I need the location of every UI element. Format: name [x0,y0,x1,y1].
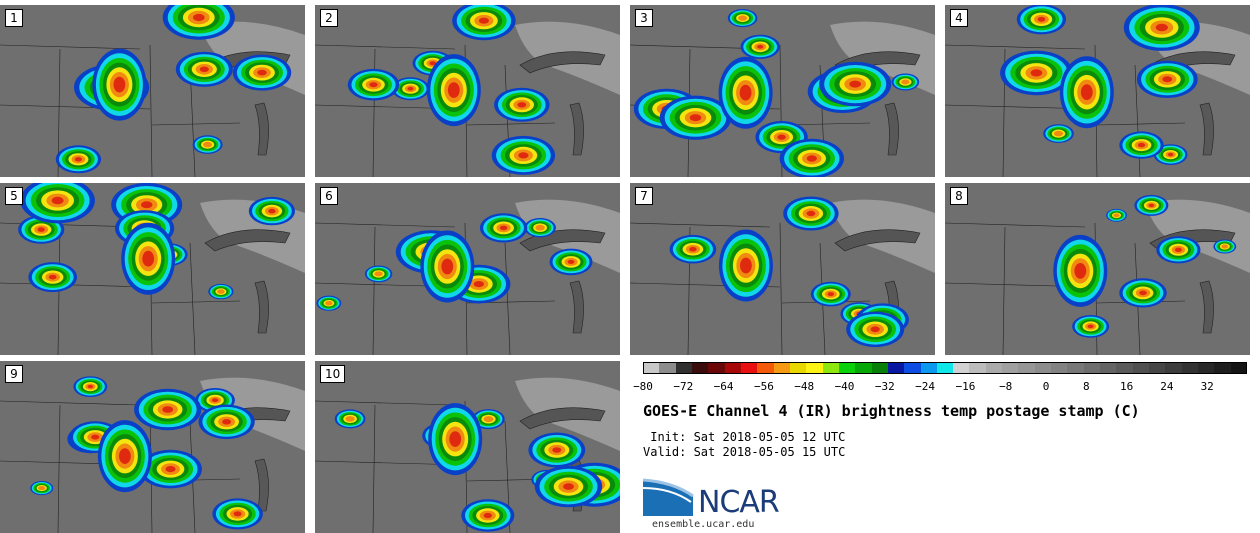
ir-map-icon [315,5,620,177]
colorbar-tick-label: −16 [955,380,976,393]
panel-label-3: 3 [635,9,653,27]
ensemble-panel-3: 3 [630,5,935,177]
colorbar-tick-label: −64 [713,380,734,393]
colorbar-swatch [659,362,677,374]
ensemble-panel-1: 1 [0,5,305,177]
colorbar-tick-label: 0 [1042,380,1050,393]
colorbar-swatch [953,362,970,374]
panel-label-4: 4 [950,9,968,27]
ir-map-icon [0,361,305,533]
colorbar-tick-label: 8 [1082,380,1090,393]
ir-map-icon [315,361,620,533]
colorbar-swatch [887,362,905,374]
colorbar-swatch [773,362,791,374]
colorbar-swatch [1018,362,1036,374]
colorbar-swatch [1165,362,1183,374]
panel-label-1: 1 [5,9,23,27]
colorbar-tick-label: −8 [999,380,1013,393]
colorbar-swatch [757,362,775,374]
ncar-logo-text: NCAR [698,485,780,520]
colorbar-tick-label: −72 [673,380,694,393]
ir-map-icon [630,183,935,355]
figure-title: GOES-E Channel 4 (IR) brightness temp po… [643,402,1140,420]
colorbar-tick-label: 32 [1200,380,1214,393]
colorbar-swatch [1149,362,1166,374]
colorbar-swatch [1083,362,1101,374]
colorbar-swatch [806,362,824,374]
colorbar-tick-label: −32 [874,380,895,393]
colorbar-tick-label: −56 [753,380,774,393]
colorbar-tick-label: 24 [1160,380,1174,393]
colorbar-swatch [1181,362,1199,374]
colorbar-swatch [1100,362,1117,374]
colorbar-swatch [985,362,1003,374]
ir-map-icon [315,183,620,355]
panel-label-7: 7 [635,187,653,205]
colorbar-swatch [1067,362,1085,374]
valid-time: Valid: Sat 2018-05-05 15 UTC [643,445,846,459]
ir-map-icon [0,5,305,177]
colorbar-swatch [1198,362,1215,374]
ensemble-panel-7: 7 [630,183,935,355]
ensemble-panel-6: 6 [315,183,620,355]
ensemble-panel-10: 10 [315,361,620,533]
panel-label-8: 8 [950,187,968,205]
colorbar-swatch [708,362,726,374]
colorbar-tick-label: −24 [915,380,936,393]
site-url: ensemble.ucar.edu [652,519,755,530]
colorbar-tick-label: −40 [834,380,855,393]
panel-label-10: 10 [320,365,346,383]
colorbar-tick-label: 16 [1119,380,1134,393]
ncar-logo-icon [643,478,694,516]
colorbar [643,362,1248,374]
colorbar-swatch [822,362,840,374]
panel-label-6: 6 [320,187,338,205]
colorbar-swatch [724,362,742,374]
colorbar-swatch [969,362,987,374]
ensemble-panel-9: 9 [0,361,305,533]
colorbar-swatch [838,362,856,374]
init-time: Init: Sat 2018-05-05 12 UTC [643,430,846,444]
ensemble-panel-8: 8 [945,183,1250,355]
colorbar-swatch [740,362,758,374]
ir-map-icon [630,5,935,177]
colorbar-swatch [643,362,660,374]
panel-label-5: 5 [5,187,23,205]
colorbar-tick-label: −80 [633,380,653,393]
colorbar-swatch [871,362,889,374]
colorbar-swatch [920,362,938,374]
colorbar-swatch [675,362,693,374]
colorbar-swatch [904,362,921,374]
panel-label-9: 9 [5,365,23,383]
colorbar-swatch [936,362,954,374]
ensemble-panel-4: 4 [945,5,1250,177]
ensemble-panel-5: 5 [0,183,305,355]
colorbar-swatch [789,362,807,374]
ensemble-panel-2: 2 [315,5,620,177]
colorbar-swatch [1230,362,1248,374]
colorbar-swatch [691,362,709,374]
colorbar-swatch [1214,362,1232,374]
ir-map-icon [945,183,1250,355]
colorbar-tick-label: −48 [794,380,815,393]
panel-label-2: 2 [320,9,338,27]
colorbar-swatch [855,362,873,374]
colorbar-swatch [1051,362,1068,374]
colorbar-swatch [1034,362,1052,374]
colorbar-swatch [1002,362,1019,374]
ir-map-icon [0,183,305,355]
colorbar-swatch [1132,362,1150,374]
colorbar-ticks: −80 −72 −64 −56 −48 −40 −32 −24 −16 −8 0 8 16 24 32 [630,380,1260,396]
ir-map-icon [945,5,1250,177]
colorbar-swatch [1116,362,1134,374]
